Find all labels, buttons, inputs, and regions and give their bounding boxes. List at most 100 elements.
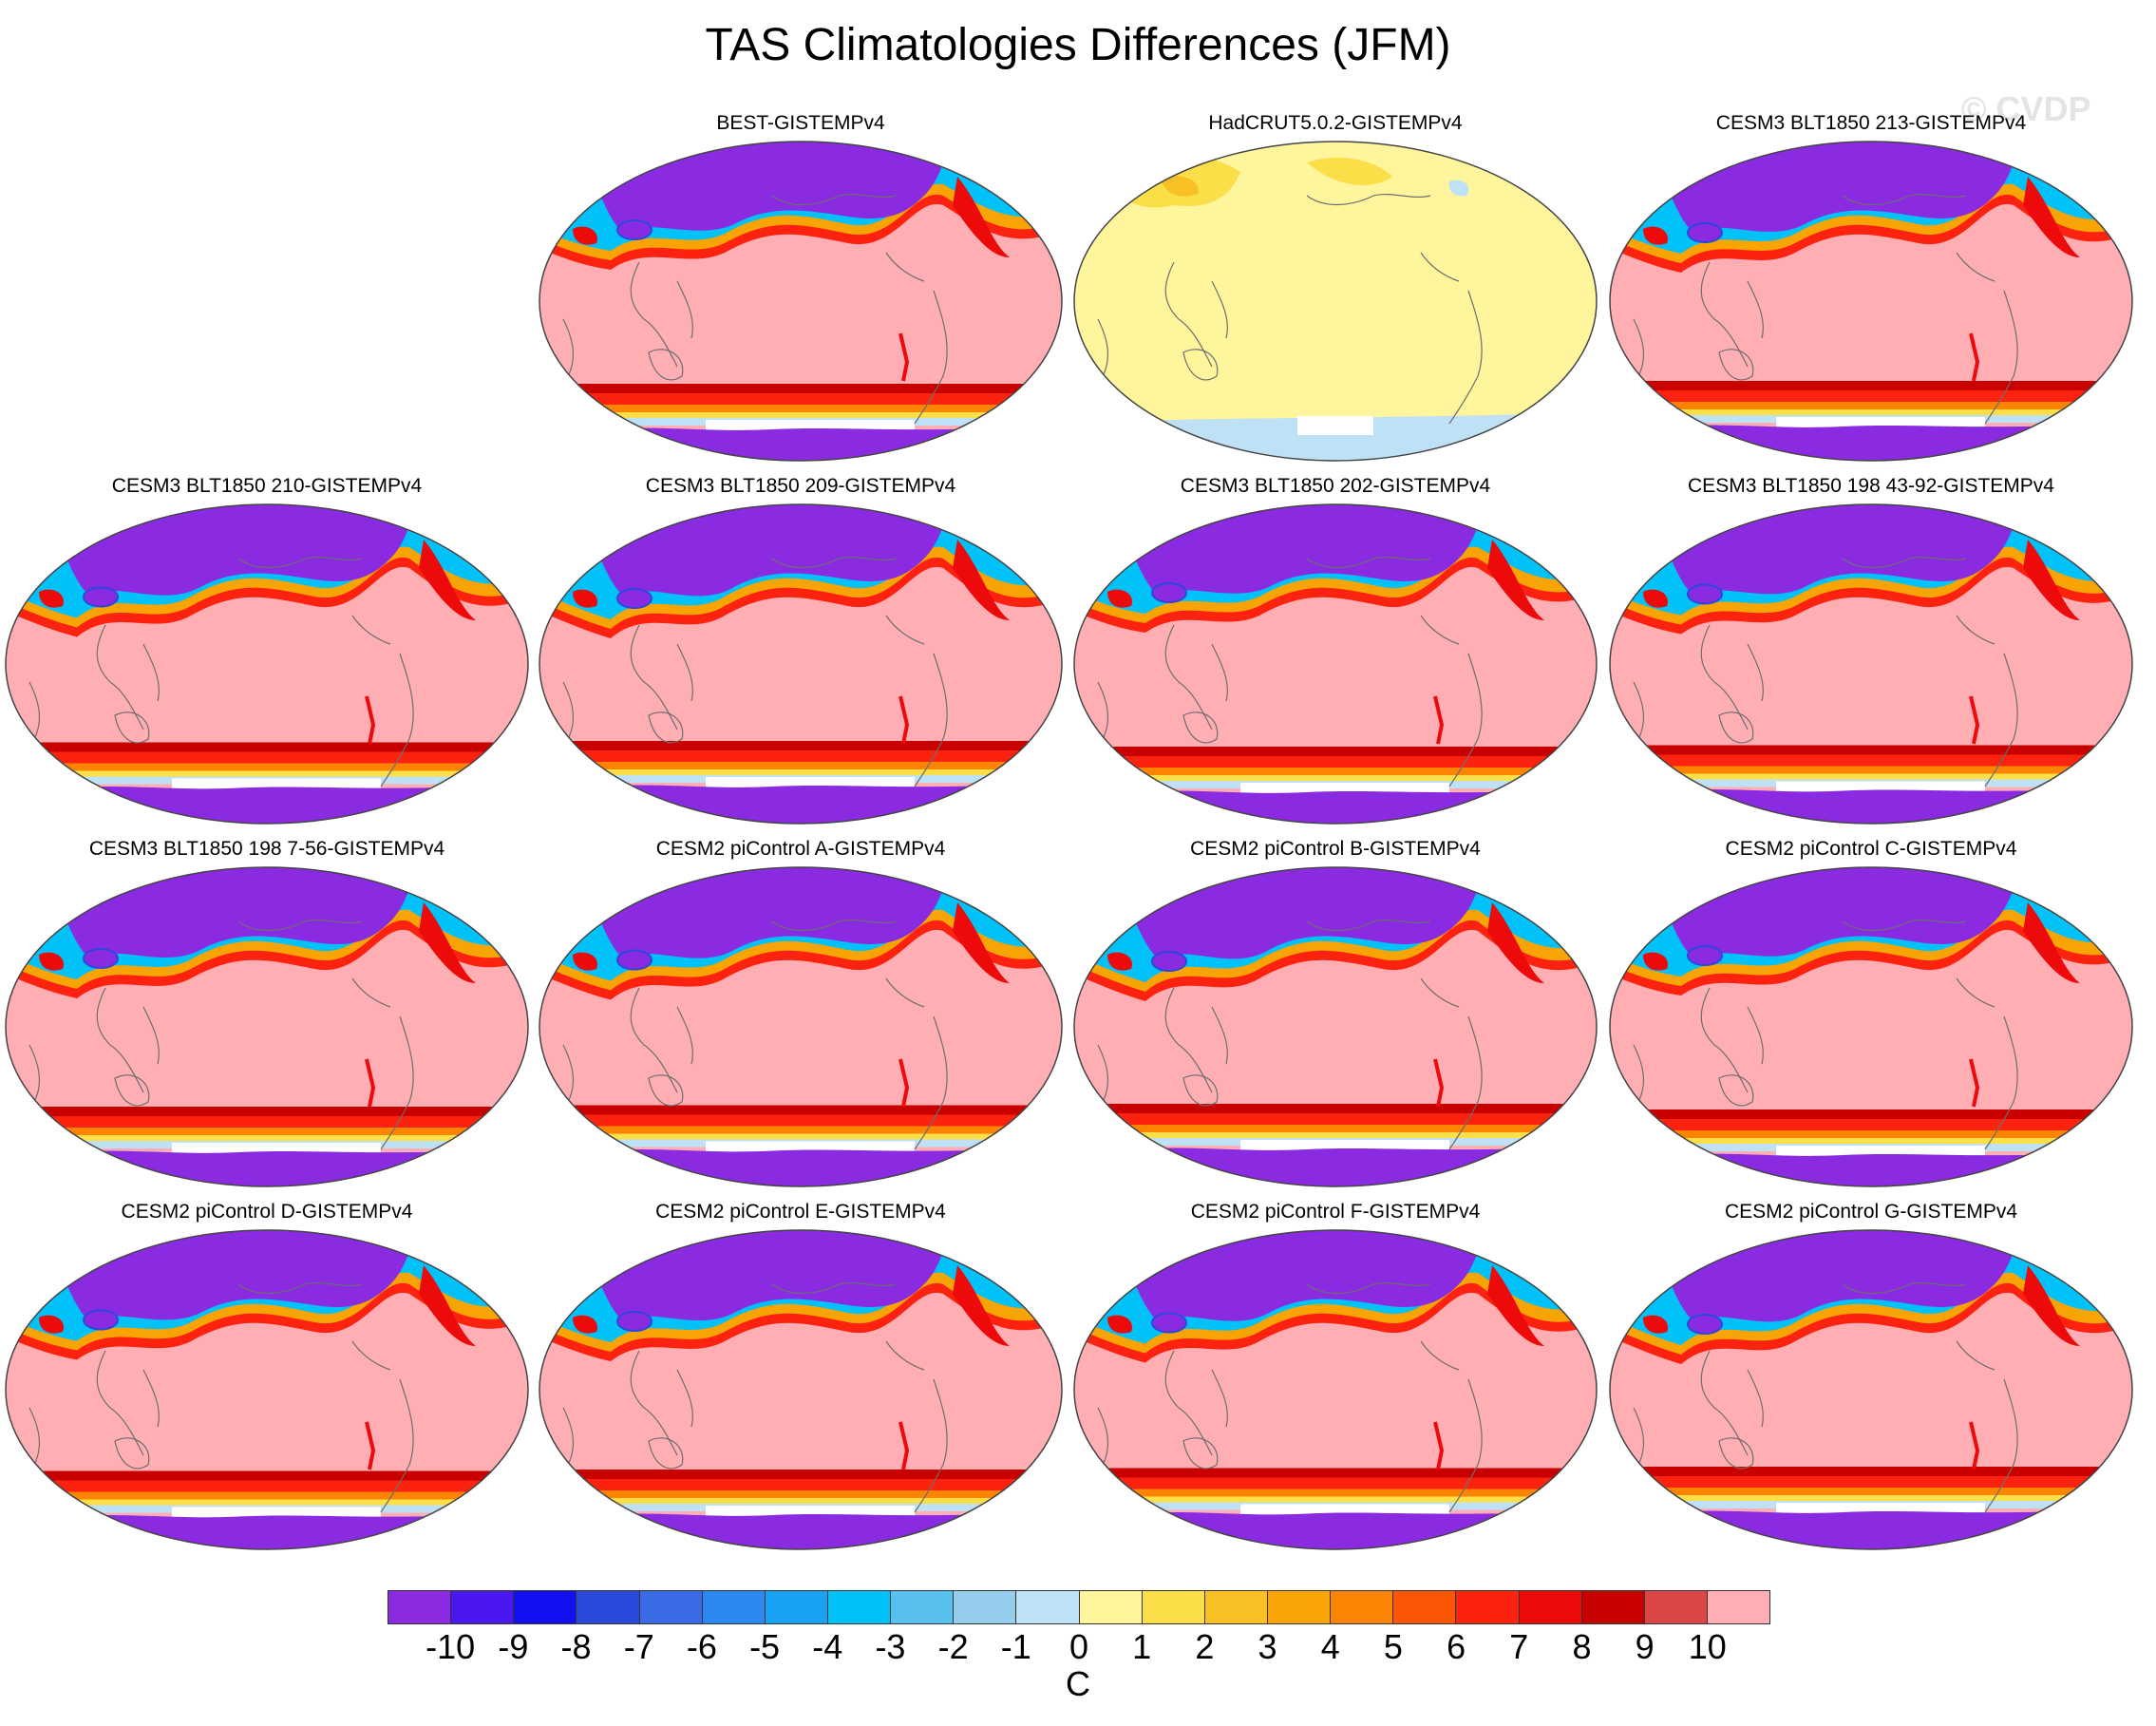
northern-cold-region [1662,1230,2023,1322]
colorbar-tick-label: 8 [1572,1627,1592,1666]
colorbar-tick-label: 6 [1447,1627,1466,1666]
colorbar-swatch [514,1591,577,1623]
colorbar-swatch [1016,1591,1080,1623]
antarctic-cold-region [539,781,1062,824]
southern-red-band [539,1114,1062,1129]
southern-orange-band [1610,402,2132,411]
southern-yellow-band [1610,409,2132,417]
mideast-warm-patch [1107,589,1132,608]
atlantic-warm-patch [953,902,1010,983]
difference-map [1609,141,2133,462]
southern-yellow-band [6,1499,528,1508]
mideast-warm-patch [573,589,597,608]
antarctic-cold-region [1610,785,2132,824]
antarctic-cold-region [1074,1144,1597,1186]
cold-lake [1687,945,1723,966]
atlantic-warm-patch [1487,1265,1544,1346]
colorbar-swatch [1456,1591,1520,1623]
panel-title: CESM3 BLT1850 198 43-92-GISTEMPv4 [1688,475,2054,497]
southern-red-band [1074,1113,1597,1127]
cold-lake [1151,951,1187,972]
southern-white-patch [1240,1140,1449,1151]
colorbar-tick-label: 7 [1509,1627,1529,1666]
colorbar-swatch [577,1591,640,1623]
southern-yellow-band [539,769,1062,777]
colorbar-swatch [1519,1591,1582,1623]
difference-map [1073,503,1598,825]
near-zero-field [1074,142,1597,461]
northern-cold-region [1126,867,1487,959]
cold-lake [1687,583,1723,605]
andes-warm-streak [898,332,910,382]
atlantic-warm-patch [419,1265,476,1346]
mideast-warm-patch [1643,589,1668,608]
southern-orange-band [6,1491,528,1502]
andes-warm-streak [1433,1058,1445,1108]
mideast-warm-patch [39,1315,64,1334]
southern-red-band [539,1479,1062,1492]
southern-white-patch [1240,783,1449,794]
southern-white-patch [1776,1503,1985,1514]
cold-lake [616,1311,652,1332]
colorbar-tick-label: -1 [1000,1627,1031,1666]
central-asia-warm-patch [1160,175,1199,197]
map-panel: CESM3 BLT1850 198 43-92-GISTEMPv4 [1605,475,2137,826]
southern-red-band [1074,756,1597,769]
mideast-warm-patch [1643,226,1668,245]
difference-map [1073,1229,1598,1550]
panel-title: CESM2 piControl D-GISTEMPv4 [121,1201,413,1223]
atlantic-warm-patch [1487,540,1544,620]
panel-title: CESM2 piControl G-GISTEMPv4 [1724,1201,2018,1223]
panel-title: CESM3 BLT1850 210-GISTEMPv4 [111,475,423,497]
greenland-cool-patch [1448,180,1469,197]
mideast-warm-patch [1643,952,1668,971]
southern-yellow-band [1610,773,2132,782]
map-panel: HadCRUT5.0.2-GISTEMPv4 [1069,112,1601,464]
andes-warm-streak [1969,332,1980,382]
page-title: TAS Climatologies Differences (JFM) [705,20,1451,70]
panel-title: CESM2 piControl E-GISTEMPv4 [655,1201,946,1223]
map-panel: CESM2 piControl E-GISTEMPv4 [535,1201,1067,1552]
colorbar-tick-label: 2 [1195,1627,1215,1666]
southern-orange-band [1074,1489,1597,1499]
southern-orange-band [6,763,528,773]
difference-map [1073,141,1598,462]
southern-white-patch [706,777,915,788]
atlantic-warm-patch [419,902,476,983]
difference-map [5,866,529,1187]
colorbar-swatch [891,1591,955,1623]
southern-yellow-band [1074,1132,1597,1140]
cold-lake [616,219,652,240]
andes-warm-streak [1433,695,1445,745]
cold-lake [83,1309,119,1331]
southern-orange-band [1610,766,2132,776]
difference-map [5,1229,529,1550]
colorbar-swatch [1204,1591,1268,1623]
mideast-warm-patch [573,226,597,245]
southern-orange-band [539,1490,1062,1500]
antarctic-cold-region [1074,1508,1597,1549]
northern-cold-region [1662,504,2023,597]
colorbar-swatch [702,1591,766,1623]
southern-orange-band [1074,768,1597,777]
canada-warm-patch [1307,158,1392,185]
southern-orange-band [1074,1125,1597,1134]
difference-map [539,141,1063,462]
colorbar-tick-label: -9 [498,1627,529,1666]
antarctic-cold-region [6,782,528,824]
map-panel: CESM3 BLT1850 198 7-56-GISTEMPv4 [1,838,533,1189]
map-panel: CESM3 BLT1850 202-GISTEMPv4 [1069,475,1601,826]
andes-warm-streak [898,1058,910,1108]
panel-title: CESM3 BLT1850 198 7-56-GISTEMPv4 [88,838,445,860]
southern-red-band [6,1480,528,1494]
mideast-warm-patch [39,952,64,971]
colorbar-swatch [765,1591,828,1623]
andes-warm-streak [898,695,910,745]
colorbar-swatch [1079,1591,1143,1623]
antarctic-cold-region [1074,787,1597,824]
atlantic-warm-patch [2023,902,2080,983]
southern-white-patch [1776,781,1985,793]
difference-map [1609,1229,2133,1550]
northern-cold-region [58,867,419,959]
colorbar-swatch [1393,1591,1457,1623]
